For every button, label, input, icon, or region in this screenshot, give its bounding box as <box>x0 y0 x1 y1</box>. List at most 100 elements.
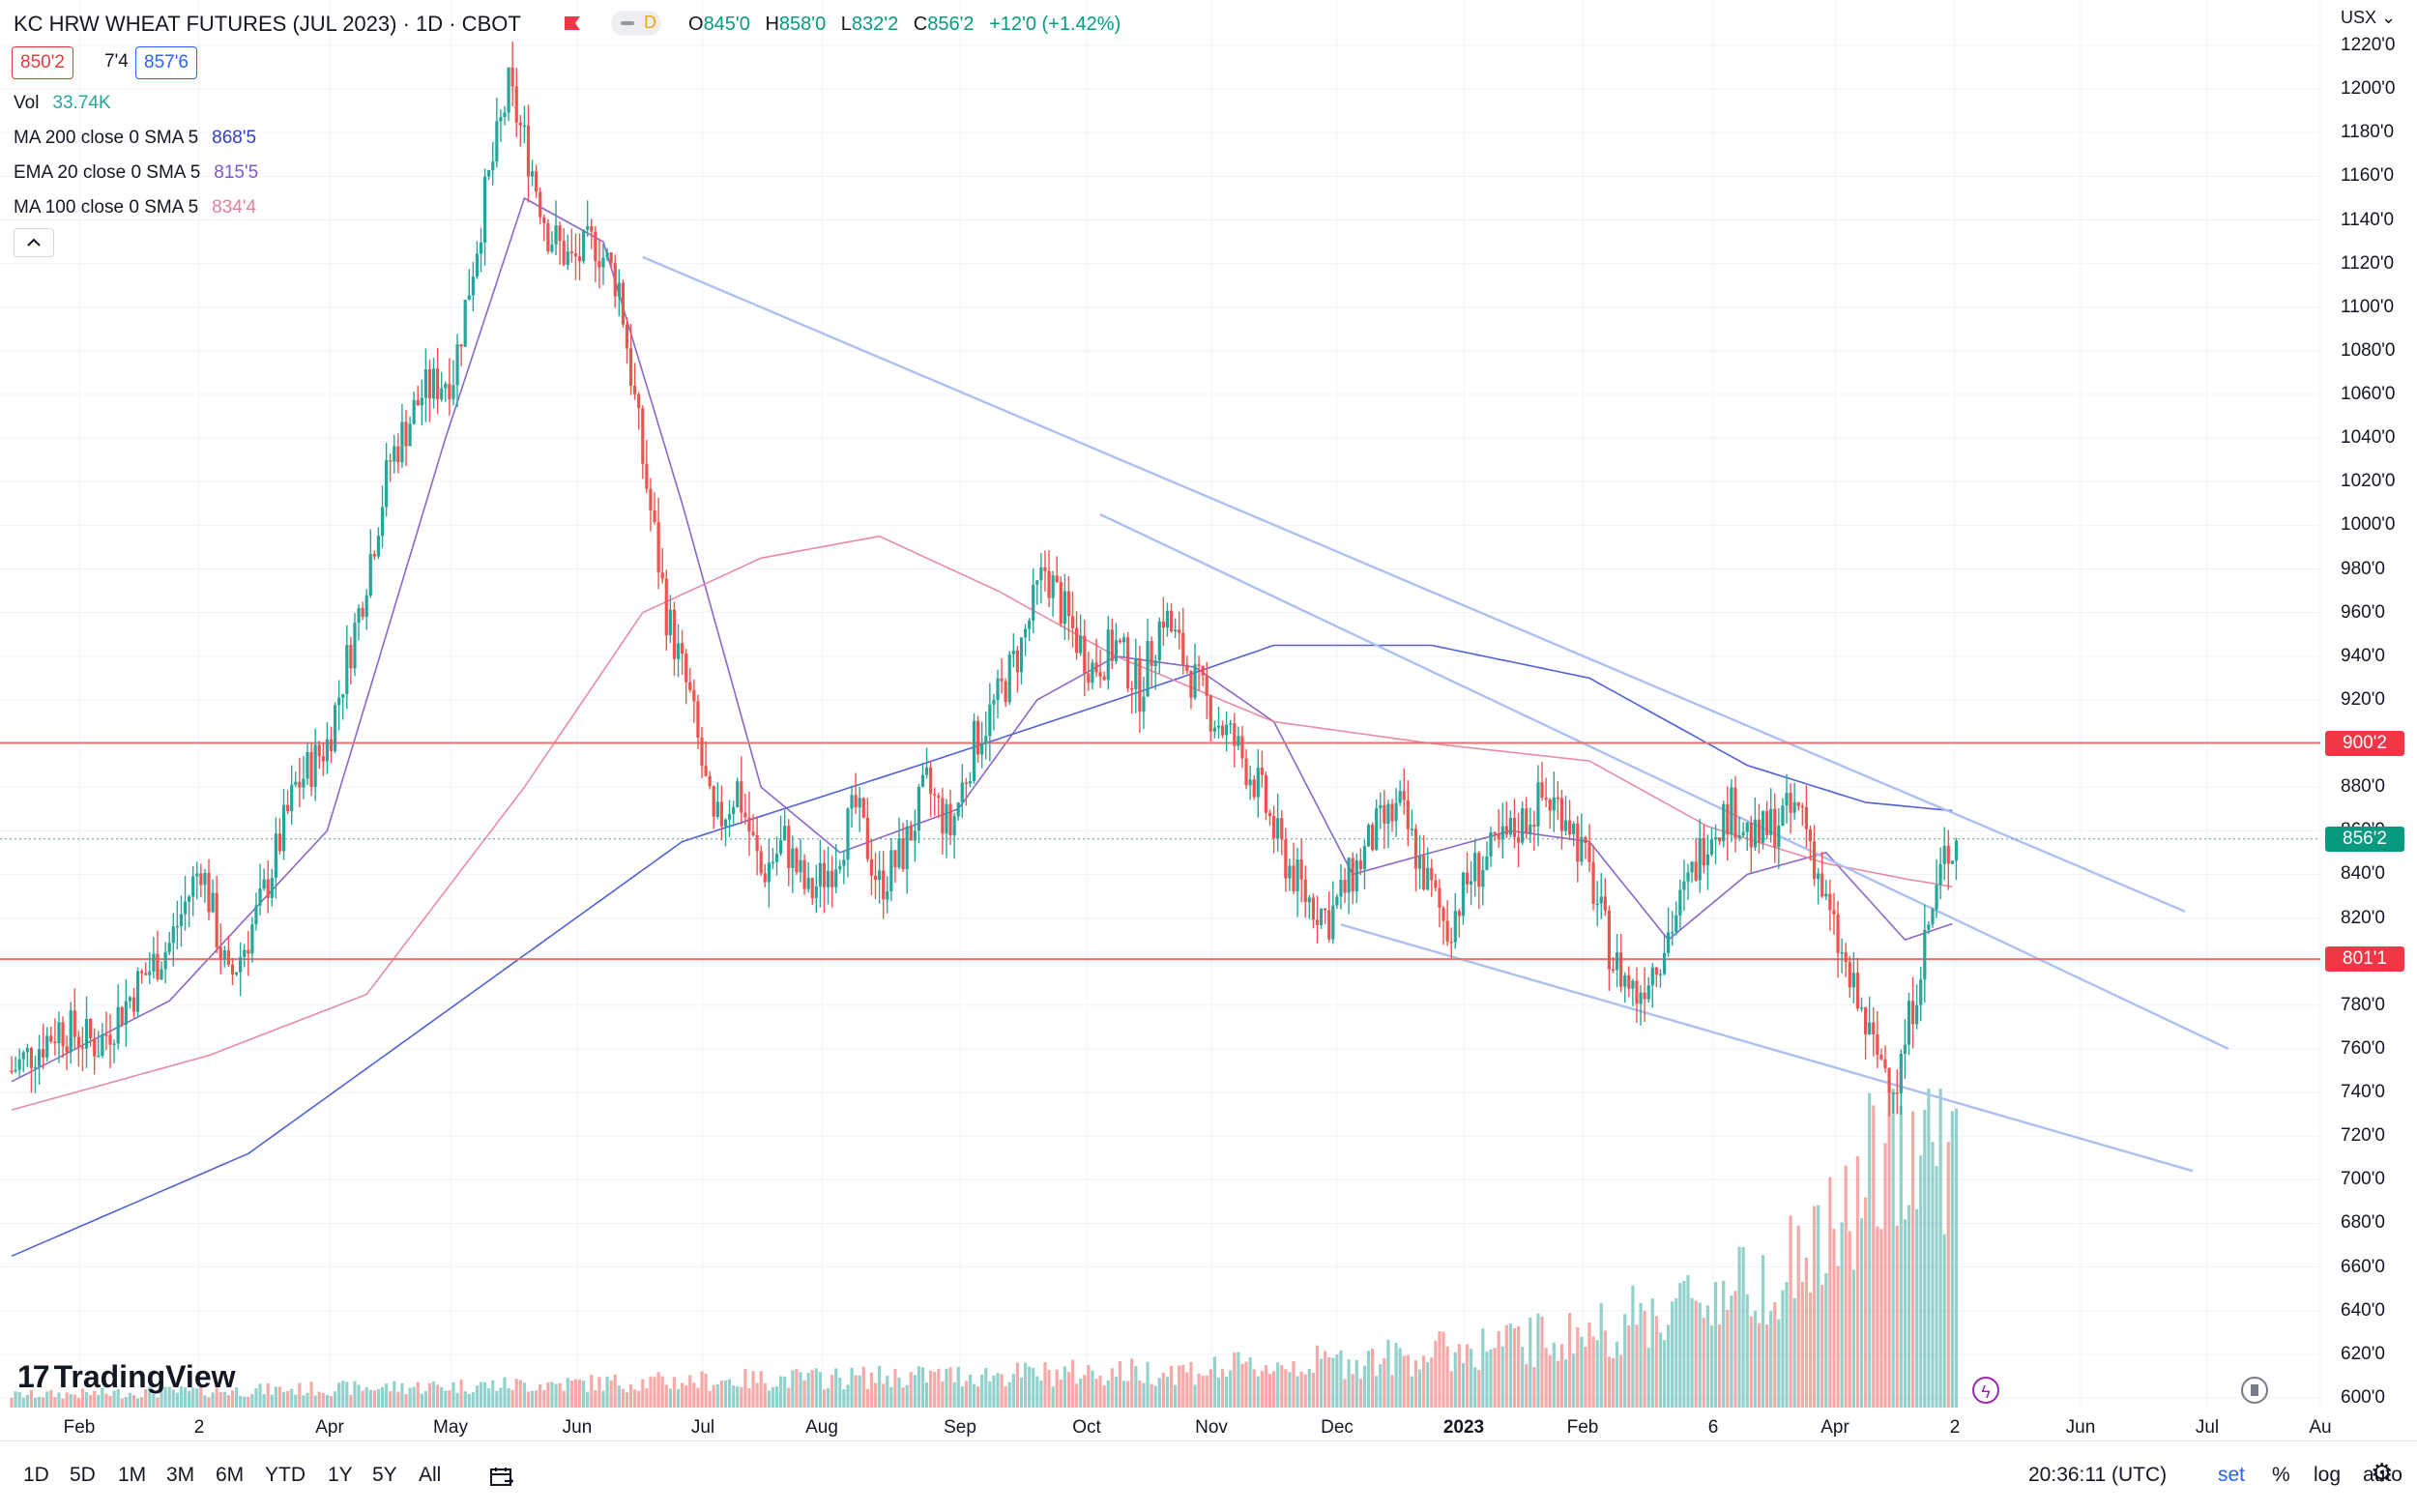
range-button-5d[interactable]: 5D <box>70 1464 96 1486</box>
range-button-1y[interactable]: 1Y <box>328 1464 353 1486</box>
volume-bar <box>1267 1374 1272 1408</box>
candle-body <box>1264 774 1268 813</box>
range-button-1d[interactable]: 1D <box>23 1464 49 1486</box>
candle-body <box>539 191 542 218</box>
candle-body <box>1769 808 1773 835</box>
candle-body <box>1087 673 1091 683</box>
candle-body <box>886 890 889 900</box>
indicator-label: EMA 20 close 0 SMA 5 <box>14 162 201 183</box>
auto-toggle[interactable]: auto <box>2363 1464 2402 1486</box>
volume-bar <box>423 1390 427 1408</box>
volume-bar <box>1189 1361 1193 1408</box>
range-button-all[interactable]: All <box>419 1464 442 1486</box>
candle-body <box>929 767 933 795</box>
indicator-ma100[interactable]: MA 100 close 0 SMA 5 834'4 <box>14 197 256 218</box>
volume-bar <box>376 1388 381 1408</box>
horizontal-levels <box>0 741 2320 961</box>
volume-bar <box>21 1397 25 1408</box>
indicator-volume[interactable]: Vol 33.74K <box>14 93 111 114</box>
volume-bar <box>948 1367 952 1408</box>
symbol-title[interactable]: KC HRW WHEAT FUTURES (JUL 2023) · 1D · C… <box>14 12 521 36</box>
range-button-6m[interactable]: 6M <box>216 1464 245 1486</box>
candle-body <box>1079 635 1083 654</box>
lightning-icon[interactable]: ϟ <box>1972 1377 1999 1404</box>
price-tick-label: 1060'0 <box>2341 384 2396 405</box>
candle-body <box>708 775 712 787</box>
percent-toggle[interactable]: % <box>2272 1464 2290 1486</box>
range-button-5y[interactable]: 5Y <box>372 1464 397 1486</box>
volume-bar <box>1331 1357 1335 1408</box>
volume-bar <box>361 1390 364 1408</box>
volume-bar <box>1019 1377 1024 1408</box>
candle-body <box>802 859 806 889</box>
volume-bar <box>1690 1297 1694 1408</box>
candle-body <box>1169 610 1174 632</box>
replay-icon[interactable] <box>2241 1377 2268 1404</box>
range-button-ytd[interactable]: YTD <box>265 1464 306 1486</box>
indicator-ma200[interactable]: MA 200 close 0 SMA 5 868'5 <box>14 128 256 149</box>
candle-body <box>1102 676 1106 681</box>
candle-body <box>905 826 909 869</box>
log-toggle[interactable]: log <box>2314 1464 2342 1486</box>
candle-body <box>1225 724 1229 736</box>
volume-bar <box>53 1397 57 1408</box>
volume-bar <box>128 1392 131 1408</box>
candle-body <box>45 1035 49 1058</box>
price-tick-label: 1220'0 <box>2341 35 2396 55</box>
ask-price-button[interactable]: 857'6 <box>135 46 197 79</box>
chevron-up-icon <box>27 238 41 247</box>
price-tick-label: 680'0 <box>2341 1212 2385 1234</box>
volume-bar <box>594 1390 597 1408</box>
candle-body <box>747 817 751 832</box>
price-tick-label: 1140'0 <box>2341 209 2395 230</box>
candle-body <box>222 950 226 959</box>
volume-bar <box>1319 1358 1324 1408</box>
utc-clock[interactable]: 20:36:11 (UTC) <box>2028 1464 2168 1486</box>
volume-bar <box>1383 1357 1386 1408</box>
currency-selector[interactable]: USX ⌄ <box>2341 8 2396 28</box>
candle-body <box>195 873 199 877</box>
volume-bar <box>1260 1370 1264 1408</box>
range-button-1m[interactable]: 1M <box>118 1464 147 1486</box>
candle-body <box>427 369 432 399</box>
volume-bar <box>25 1394 29 1408</box>
volume-bar <box>17 1392 21 1408</box>
tradingview-logo[interactable]: 17 TradingView <box>17 1359 236 1395</box>
flag-icon[interactable] <box>564 15 581 31</box>
bid-price-button[interactable]: 850'2 <box>12 46 73 79</box>
status-pill[interactable]: D <box>611 11 661 36</box>
candle-body <box>333 705 337 751</box>
calendar-range-icon[interactable] <box>489 1466 514 1489</box>
volume-bar <box>1070 1359 1075 1408</box>
volume-bar <box>84 1391 89 1408</box>
candle-body <box>1745 823 1749 832</box>
collapse-legend-button[interactable] <box>14 228 54 257</box>
volume-bar <box>1110 1368 1114 1408</box>
candle-body <box>274 833 277 879</box>
session-toggle[interactable]: set <box>2218 1464 2246 1486</box>
candle-body <box>1126 637 1130 689</box>
candle-body <box>1047 570 1051 598</box>
candle-body <box>818 862 822 887</box>
candle-body <box>400 422 404 463</box>
volume-bar <box>1796 1225 1800 1408</box>
gear-icon[interactable]: ⚙ <box>2371 1458 2394 1487</box>
trendline <box>1340 923 2194 1173</box>
volume-bar <box>886 1376 889 1408</box>
volume-bar <box>783 1376 787 1408</box>
candle-body <box>1292 865 1296 891</box>
price-tick-label: 1160'0 <box>2341 165 2395 187</box>
candle-body <box>869 858 874 876</box>
candle-body <box>814 886 818 898</box>
volume-bar <box>1150 1383 1153 1408</box>
indicator-ema20[interactable]: EMA 20 close 0 SMA 5 815'5 <box>14 162 258 184</box>
candle-body <box>1276 818 1280 839</box>
volume-bar <box>802 1380 806 1408</box>
range-button-3m[interactable]: 3M <box>166 1464 195 1486</box>
volume-bar <box>1611 1357 1616 1408</box>
candle-body <box>838 865 842 870</box>
volume-bar <box>539 1383 542 1408</box>
candle-body <box>416 399 420 406</box>
candle-body <box>152 953 156 972</box>
price-chart[interactable] <box>0 0 2417 1440</box>
